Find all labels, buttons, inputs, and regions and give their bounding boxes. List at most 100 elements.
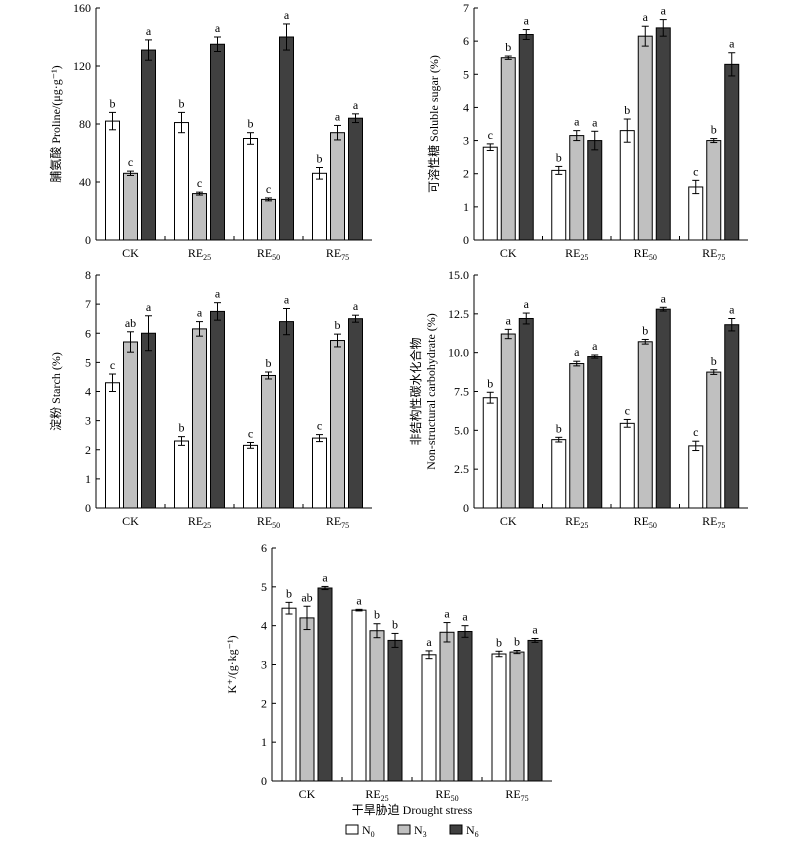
bar-n0: [312, 172, 327, 241]
significance-letter: b: [110, 96, 116, 110]
bar-n3: [192, 328, 207, 509]
significance-letter: a: [506, 313, 512, 327]
bar-n0: [482, 397, 498, 509]
bar-n3: [439, 631, 455, 782]
significance-letter: a: [146, 300, 152, 314]
y-tick-label: 7: [85, 297, 91, 311]
bar-n3: [330, 340, 345, 509]
significance-letter: b: [335, 318, 341, 332]
bar-n6: [518, 317, 534, 509]
x-tick-label-base: RE: [634, 246, 649, 260]
significance-letter: a: [322, 570, 328, 584]
x-tick-label-base: RE: [565, 514, 580, 528]
bar-n0: [351, 609, 367, 782]
legend: N0 N3 N6: [345, 823, 479, 839]
bar-n3: [569, 135, 585, 241]
bar-n0: [421, 654, 437, 782]
significance-letter: a: [524, 14, 530, 28]
bar-n6: [279, 321, 294, 509]
y-tick-label: 1: [463, 200, 469, 214]
x-tick-label: RE75: [326, 514, 349, 530]
x-tick-label: RE75: [702, 246, 725, 262]
bar-n0: [551, 169, 567, 241]
x-tick-label: CK: [122, 514, 139, 528]
significance-letter: a: [215, 287, 221, 301]
legend-swatch: [449, 824, 463, 835]
bar-n0: [243, 444, 258, 509]
bar-n3: [706, 371, 722, 509]
x-tick-label-subscript: 25: [580, 521, 588, 530]
chart-panel-4: 0 2.5 5.0 7.5 10.0 12.5 15.0 非结构性碳水化合物 Non-struc…: [408, 268, 748, 530]
significance-letter: b: [317, 152, 323, 166]
bar-n6: [587, 140, 603, 241]
y-tick-label: 3: [85, 414, 91, 428]
y-tick-label: 4: [463, 100, 469, 114]
significance-letter: b: [711, 354, 717, 368]
bar-n0: [551, 439, 567, 509]
significance-letter: a: [353, 98, 359, 112]
legend-label-base: N: [414, 823, 423, 837]
significance-letter: a: [661, 291, 667, 305]
x-tick-label: RE75: [702, 514, 725, 530]
x-tick-label: CK: [122, 246, 139, 260]
significance-letter: c: [197, 176, 202, 190]
bar-n6: [457, 630, 473, 782]
x-tick-label-base: CK: [500, 514, 517, 528]
legend-label-subscript: 6: [475, 830, 479, 839]
y-tick-label: 0: [85, 501, 91, 515]
x-tick-label: RE75: [326, 246, 349, 262]
bar-n0: [243, 138, 258, 241]
y-tick-label: 120: [73, 59, 91, 73]
x-tick-label-base: CK: [122, 514, 139, 528]
y-tick-label: 3: [261, 658, 267, 672]
y-tick-label: 6: [261, 541, 267, 555]
x-tick-label-base: CK: [500, 246, 517, 260]
x-tick-label-subscript: 50: [451, 794, 459, 803]
y-tick-label: 2: [261, 696, 267, 710]
y-axis-label: 淀粉 Starch (%): [49, 352, 63, 431]
bar-n6: [141, 332, 156, 509]
bar-n0: [312, 437, 327, 509]
significance-letter: a: [592, 115, 598, 129]
significance-letter: a: [444, 607, 450, 621]
x-tick-label-base: RE: [702, 514, 717, 528]
significance-letter: b: [392, 617, 398, 631]
x-tick-label-subscript: 25: [580, 253, 588, 262]
bar-n6: [655, 27, 671, 241]
x-tick-label-base: RE: [188, 246, 203, 260]
significance-letter: c: [693, 425, 698, 439]
significance-letter: b: [487, 376, 493, 390]
significance-letter: a: [661, 4, 667, 18]
bar-n6: [210, 310, 225, 509]
x-tick-label: RE50: [634, 514, 657, 530]
bar-n0: [482, 146, 498, 241]
y-tick-label: 6: [463, 34, 469, 48]
bar-n3: [509, 651, 525, 782]
significance-letter: a: [574, 115, 580, 129]
bar-n6: [724, 63, 740, 241]
x-tick-label-subscript: 75: [341, 521, 349, 530]
significance-letter: b: [505, 40, 511, 54]
bar-n6: [210, 43, 225, 241]
bar-n3: [261, 374, 276, 509]
significance-letter: a: [356, 593, 362, 607]
bar-n3: [637, 35, 653, 241]
bar-n3: [123, 172, 138, 241]
legend-label: N0: [362, 823, 375, 839]
y-tick-label: 8: [85, 268, 91, 282]
bar-n0: [491, 653, 507, 782]
x-tick-label-base: RE: [326, 246, 341, 260]
bar-n3: [369, 630, 385, 782]
x-tick-label-subscript: 25: [203, 521, 211, 530]
significance-letter: a: [335, 109, 341, 123]
x-tick-label: CK: [500, 246, 517, 260]
bar-n3: [500, 333, 516, 509]
y-tick-label: 15.0: [448, 268, 469, 282]
bar-n0: [174, 122, 189, 241]
significance-letter: a: [643, 10, 649, 24]
significance-letter: b: [556, 421, 562, 435]
y-axis-label: K⁺/(g·kg⁻¹): [225, 635, 239, 693]
legend-label-base: N: [362, 823, 371, 837]
